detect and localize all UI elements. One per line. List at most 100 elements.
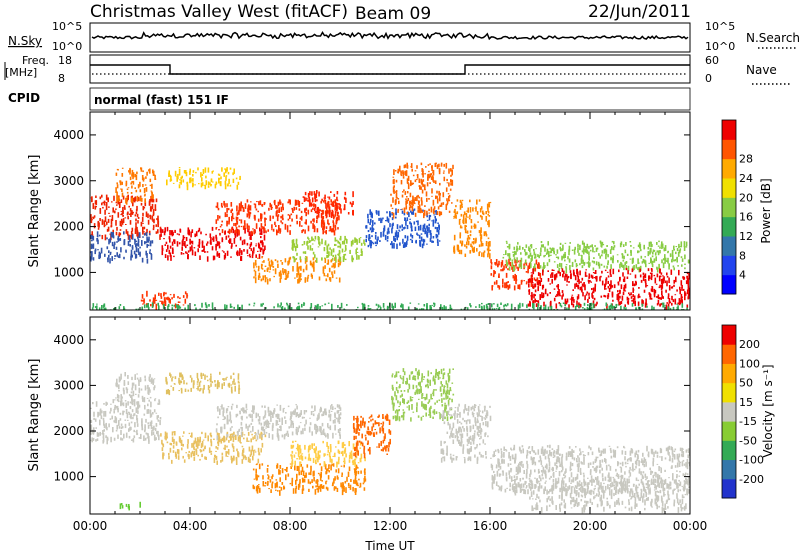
heatmap-cell [681,308,683,310]
heatmap-cell [411,199,413,205]
heatmap-cell [225,408,228,414]
heatmap-cell [292,488,295,494]
heatmap-cell [276,205,278,209]
heatmap-cell [131,398,133,405]
heatmap-cell [362,482,365,485]
heatmap-cell [178,167,181,169]
heatmap-cell [293,206,295,211]
heatmap-cell [547,250,550,254]
heatmap-cell [136,205,138,211]
heatmap-cell [337,240,339,244]
heatmap-cell [585,269,587,271]
heatmap-cell [406,225,409,230]
heatmap-cell [94,306,97,309]
heatmap-cell [137,244,140,247]
heatmap-cell [258,416,261,422]
heatmap-cell [404,226,406,229]
heatmap-cell [425,166,427,168]
heatmap-cell [380,440,382,447]
heatmap-cell [463,211,466,215]
heatmap-cell [92,431,94,434]
heatmap-cell [408,383,410,386]
heatmap-cell [124,217,127,219]
heatmap-cell [122,207,124,213]
heatmap-cell [272,215,274,219]
heatmap-cell [125,229,128,234]
heatmap-cell [119,229,122,231]
heatmap-cell [106,436,109,440]
heatmap-cell [276,463,279,469]
heatmap-cell [500,302,502,305]
heatmap-cell [218,252,221,258]
heatmap-cell [169,175,172,177]
heatmap-cell [280,220,282,223]
heatmap-cell [617,281,620,286]
heatmap-cell [418,196,420,199]
heatmap-cell [529,248,531,253]
heatmap-cell [279,228,282,233]
heatmap-cell [388,419,391,425]
heatmap-cell [445,204,448,210]
heatmap-cell [134,422,136,428]
heatmap-cell [625,265,628,270]
heatmap-cell [131,197,134,202]
heatmap-cell [659,275,662,278]
heatmap-cell [386,414,389,421]
heatmap-cell [365,437,367,441]
heatmap-cell [125,409,128,414]
heatmap-cell [155,231,158,234]
heatmap-cell [259,200,262,206]
heatmap-cell [355,249,357,255]
heatmap-cell [103,303,105,306]
heatmap-cell [424,228,426,235]
heatmap-cell [593,257,595,259]
heatmap-cell [161,447,164,452]
heatmap-cell [263,202,266,204]
heatmap-cell [203,245,205,251]
heatmap-cell [215,428,218,433]
heatmap-cell [428,170,430,173]
heatmap-cell [194,251,197,256]
heatmap-cell [301,455,304,460]
heatmap-cell [128,213,131,215]
heatmap-cell [420,162,423,166]
heatmap-cell [168,308,170,310]
heatmap-cell [672,306,675,310]
heatmap-cell [565,300,568,305]
heatmap-cell [221,437,224,441]
heatmap-cell [427,379,429,384]
heatmap-cell [600,263,603,266]
heatmap-cell [337,305,339,308]
heatmap-cell [295,404,297,406]
heatmap-cell [332,432,334,439]
heatmap-cell [323,433,326,435]
heatmap-cell [395,191,397,193]
heatmap-cell [429,238,432,242]
heatmap-cell [280,425,282,432]
heatmap-cell [330,464,332,471]
heatmap-cell [672,299,675,303]
heatmap-cell [307,192,310,198]
heatmap-cell [468,237,471,240]
heatmap-cell [252,250,254,256]
heatmap-cell [525,283,528,285]
heatmap-cell [259,487,261,493]
heatmap-cell [135,393,137,395]
heatmap-cell [433,206,436,210]
heatmap-cell [566,307,568,310]
heatmap-cell [142,231,144,235]
heatmap-cell [215,234,217,239]
heatmap-cell [580,281,582,284]
heatmap-cell [406,178,409,184]
heatmap-cell [471,245,473,248]
heatmap-cell [157,229,159,234]
heatmap-cell [163,238,165,240]
heatmap-cell [393,169,395,175]
heatmap-cell [321,219,323,224]
heatmap-cell [433,214,435,216]
heatmap-cell [453,215,456,218]
heatmap-cell [460,438,463,443]
heatmap-cell [337,253,339,256]
heatmap-cell [648,275,651,279]
heatmap-cell [322,230,325,233]
